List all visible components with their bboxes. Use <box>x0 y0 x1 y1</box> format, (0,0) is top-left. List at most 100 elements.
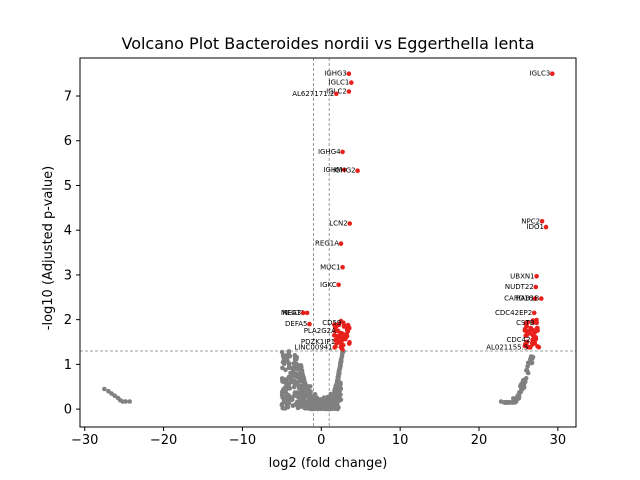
significant-point <box>332 345 337 350</box>
x-tick-label: −10 <box>229 433 256 448</box>
x-tick-label: 30 <box>550 433 567 448</box>
point-label: IGLC1 <box>329 79 350 87</box>
significant-point <box>539 296 544 301</box>
significant-point <box>347 341 352 346</box>
x-tick-label: 10 <box>392 433 409 448</box>
nonsignificant-point <box>288 371 293 376</box>
significant-point <box>336 329 341 334</box>
y-tick-label: 2 <box>64 313 72 328</box>
point-label: LCN2 <box>329 220 347 228</box>
significant-point <box>335 340 340 345</box>
nonsignificant-point <box>292 385 297 390</box>
nonsignificant-point <box>295 371 300 376</box>
significant-point <box>334 92 339 97</box>
nonsignificant-point <box>312 402 317 407</box>
nonsignificant-point <box>102 387 107 392</box>
significant-point <box>346 329 351 334</box>
point-label: MUC1 <box>320 263 341 271</box>
point-label: CSTB <box>516 319 535 327</box>
nonsignificant-point <box>336 399 341 404</box>
nonsignificant-point <box>292 361 297 366</box>
nonsignificant-point <box>530 360 535 365</box>
significant-point <box>535 344 540 349</box>
significant-point <box>550 71 555 76</box>
nonsignificant-point <box>322 395 327 400</box>
nonsignificant-point <box>287 365 292 370</box>
significant-point <box>532 311 537 316</box>
nonsignificant-point <box>304 388 309 393</box>
point-label: PLA2G2A <box>304 327 336 335</box>
significant-point <box>528 345 533 350</box>
significant-point <box>534 274 539 279</box>
x-tick-label: 0 <box>317 433 325 448</box>
significant-point <box>526 329 531 334</box>
point-label: AL627171.2 <box>292 90 334 98</box>
point-label: CDC42EP2 <box>495 309 532 317</box>
nonsignificant-point <box>303 383 308 388</box>
y-tick-label: 0 <box>64 403 72 418</box>
significant-point <box>349 80 354 85</box>
nonsignificant-point <box>281 354 286 359</box>
nonsignificant-point <box>280 393 285 398</box>
point-label: RAB1B <box>516 295 540 303</box>
nonsignificant-point <box>290 397 295 402</box>
nonsignificant-point <box>299 389 304 394</box>
significant-point <box>307 322 312 327</box>
nonsignificant-point <box>332 393 337 398</box>
point-label: IGKC <box>320 281 337 289</box>
point-label: IGHG2 <box>333 167 356 175</box>
significant-point <box>534 321 539 326</box>
nonsignificant-point <box>296 403 301 408</box>
nonsignificant-point <box>337 369 342 374</box>
point-label: UBXN1 <box>510 272 534 280</box>
nonsignificant-point <box>298 384 303 389</box>
chart-title: Volcano Plot Bacteroides nordii vs Egger… <box>121 34 534 53</box>
nonsignificant-point <box>312 394 317 399</box>
nonsignificant-point <box>285 403 290 408</box>
point-label: REG1A <box>315 240 339 248</box>
point-label: IGHG3 <box>324 70 347 78</box>
x-tick-label: −30 <box>71 433 98 448</box>
nonsignificant-point <box>294 357 299 362</box>
significant-point <box>347 221 352 226</box>
plot-area: IGLC3IGHG3IGLC1IGLC2AL627171.2IGHG4IGHMI… <box>80 58 576 427</box>
nonsignificant-point <box>299 365 304 370</box>
point-label: IDO1 <box>527 223 544 231</box>
point-label: MEG3 <box>281 309 301 317</box>
nonsignificant-point <box>499 399 504 404</box>
nonsignificant-point <box>301 375 306 380</box>
significant-point <box>347 89 352 94</box>
y-tick-label: 7 <box>64 90 72 105</box>
nonsignificant-point <box>517 390 522 395</box>
point-label: CD59 <box>322 319 341 327</box>
significant-point <box>341 343 346 348</box>
y-tick-label: 1 <box>64 358 72 373</box>
nonsignificant-point <box>123 399 128 404</box>
y-tick-label: 5 <box>64 179 72 194</box>
nonsignificant-point <box>334 386 339 391</box>
nonsignificant-point <box>282 398 287 403</box>
nonsignificant-point <box>335 380 340 385</box>
point-label: LINC00941 <box>294 343 332 351</box>
nonsignificant-point <box>282 359 287 364</box>
significant-point <box>341 321 346 326</box>
nonsignificant-point <box>288 376 293 381</box>
nonsignificant-point <box>287 349 292 354</box>
significant-point <box>530 338 535 343</box>
nonsignificant-point <box>281 406 286 411</box>
nonsignificant-point <box>302 403 307 408</box>
significant-point <box>534 285 539 290</box>
axes: −30 −20 −10 0 10 20 3001234567 <box>64 58 576 448</box>
nonsignificant-point <box>524 376 529 381</box>
significant-point <box>355 168 360 173</box>
nonsignificant-point <box>296 395 301 400</box>
significant-point <box>340 265 345 270</box>
x-tick-label: −20 <box>150 433 177 448</box>
nonsignificant-point <box>326 402 331 407</box>
nonsignificant-point <box>286 354 291 359</box>
nonsignificant-point <box>524 368 529 373</box>
x-axis-title: log2 (fold change) <box>269 456 388 471</box>
significant-point <box>544 225 549 230</box>
significant-point <box>336 283 341 288</box>
nonsignificant-point <box>529 356 534 361</box>
